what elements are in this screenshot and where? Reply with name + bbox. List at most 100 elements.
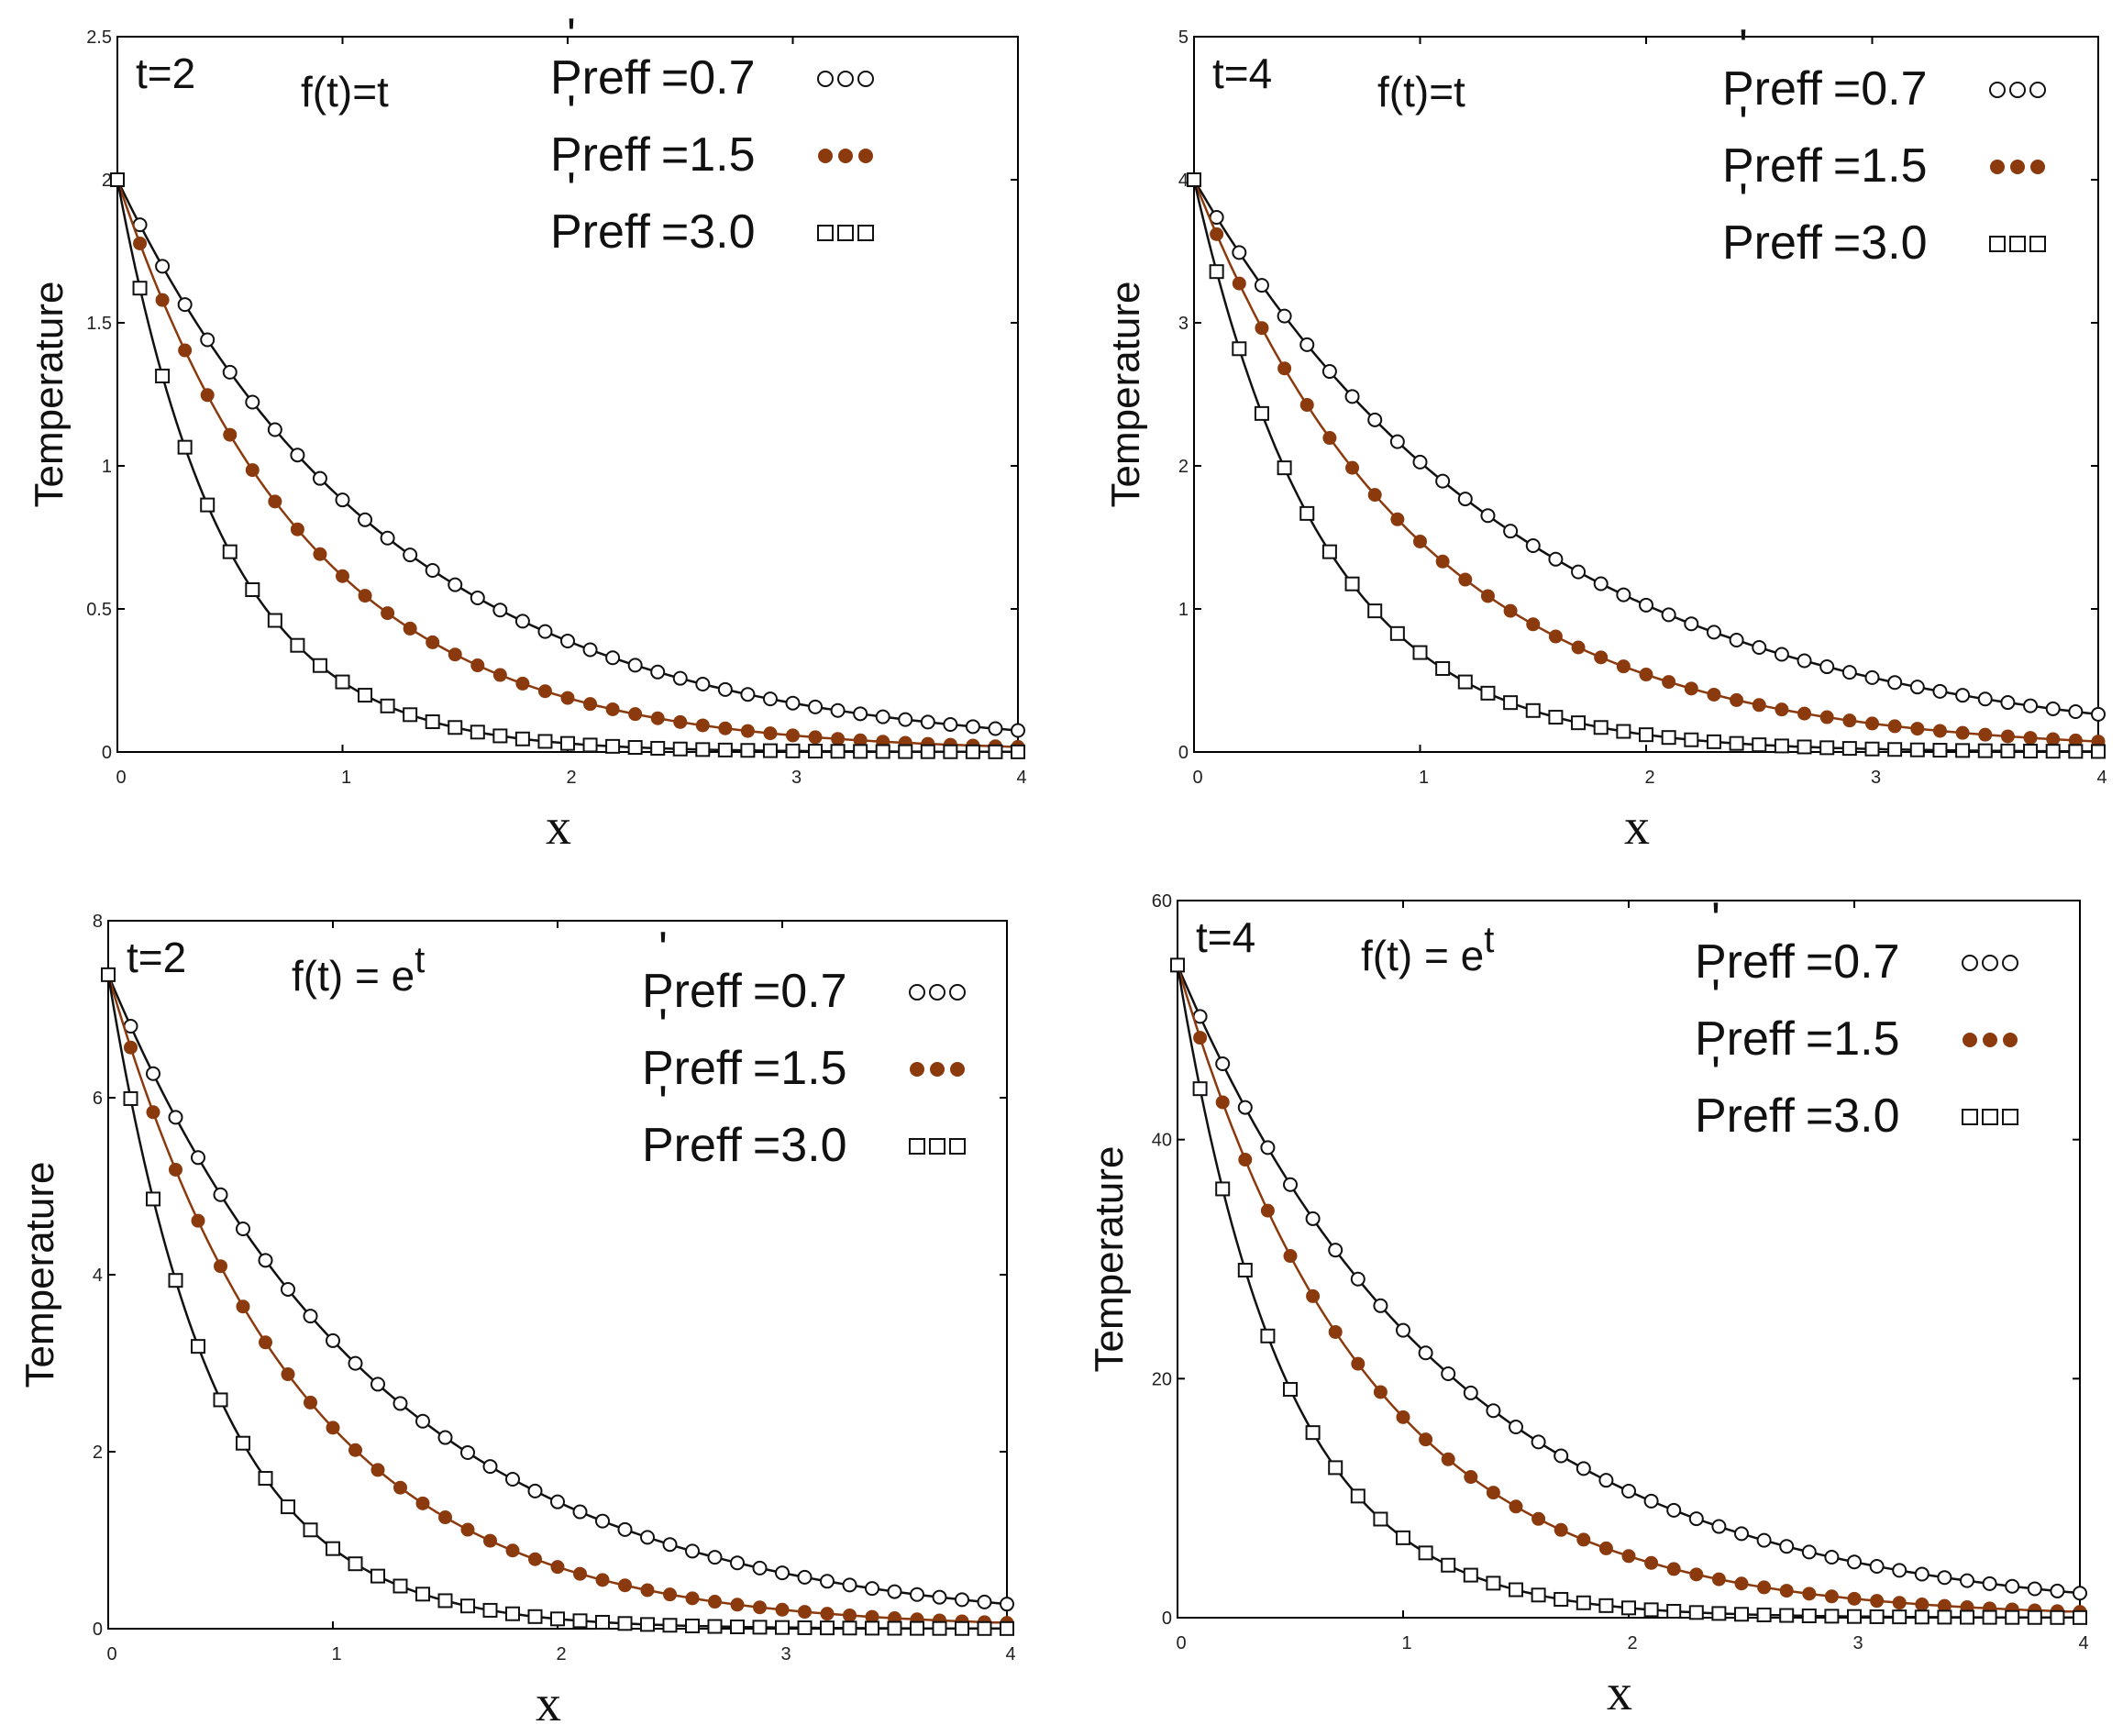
- legend-prefix: Preff: [550, 51, 650, 105]
- data-point-open-circle: [820, 1574, 835, 1589]
- data-point-filled-dot: [1548, 629, 1563, 644]
- data-point-open-square: [1192, 1081, 1208, 1097]
- data-point-open-circle: [1531, 1434, 1546, 1450]
- data-point-open-circle: [865, 1581, 879, 1597]
- x-tick-label: 0: [1176, 1633, 1186, 1653]
- data-point-open-circle: [482, 1459, 498, 1475]
- data-point-open-circle: [505, 1472, 520, 1487]
- data-point-open-circle: [267, 422, 282, 437]
- data-point-filled-dot: [708, 1595, 722, 1609]
- data-point-filled-dot: [1255, 321, 1269, 336]
- function-annotation-sup: t: [415, 940, 425, 980]
- data-point-filled-dot: [1193, 1031, 1208, 1045]
- data-point-filled-dot: [268, 494, 282, 509]
- data-point-open-square: [605, 738, 621, 754]
- data-point-filled-dot: [448, 647, 462, 662]
- data-point-filled-dot: [191, 1213, 205, 1228]
- data-point-open-square: [1000, 1620, 1014, 1636]
- data-point-open-square: [1254, 405, 1269, 421]
- y-tick-label: 1: [1178, 600, 1189, 620]
- data-point-open-square: [955, 1620, 969, 1636]
- legend-value: =3.0: [1833, 216, 1928, 270]
- data-point-open-square: [1932, 743, 1948, 758]
- data-point-open-square: [943, 744, 958, 759]
- data-point-open-square: [550, 1611, 565, 1627]
- data-point-open-square: [2073, 1609, 2087, 1625]
- data-point-filled-dot: [618, 1578, 632, 1593]
- data-point-open-square: [1639, 727, 1653, 743]
- data-point-filled-dot: [1689, 1567, 1704, 1582]
- data-point-filled-dot: [1458, 572, 1473, 587]
- data-point-filled-dot: [1757, 1580, 1772, 1595]
- chart-panel-t2-linear: 0 0.5 1 1.5 2 2.5 0 1 2 3 4 Temperature x t=2 f(t)=t ' P…: [0, 0, 1061, 870]
- data-point-filled-dot: [1797, 706, 1812, 721]
- x-tick-label: 3: [1852, 1633, 1863, 1653]
- data-point-open-square: [932, 1620, 947, 1636]
- data-point-open-square: [2023, 744, 2039, 759]
- data-point-open-circle: [1734, 1526, 1749, 1542]
- data-point-filled-dot: [304, 1395, 317, 1410]
- legend-symbol-open-circle: [1989, 82, 2006, 98]
- data-point-open-square: [1350, 1488, 1366, 1504]
- legend-prime-mark: ': [1711, 1047, 1720, 1100]
- data-point-filled-dot: [1819, 710, 1834, 724]
- data-point-open-square: [335, 674, 350, 690]
- y-tick-label: 0: [1162, 1609, 1172, 1629]
- data-point-open-square: [1554, 1591, 1569, 1607]
- data-point-open-circle: [1435, 473, 1451, 489]
- x-axis-label: x: [536, 1675, 561, 1731]
- data-point-open-square: [200, 497, 216, 513]
- data-point-open-square: [1344, 576, 1360, 592]
- data-point-open-square: [1457, 674, 1473, 690]
- data-point-filled-dot: [550, 1560, 565, 1575]
- legend-prime-mark: ': [658, 1000, 668, 1053]
- x-tick-label: 4: [2096, 768, 2106, 788]
- data-point-filled-dot: [515, 676, 530, 691]
- data-point-open-circle: [943, 716, 958, 732]
- data-point-filled-dot: [1842, 713, 1857, 728]
- data-point-filled-dot: [426, 635, 440, 649]
- data-point-open-square: [2091, 744, 2106, 759]
- data-point-open-square: [258, 1471, 273, 1487]
- data-point-open-square: [1598, 1598, 1614, 1613]
- data-point-filled-dot: [1419, 1432, 1433, 1447]
- data-point-open-square: [560, 735, 575, 751]
- data-point-open-circle: [213, 1187, 228, 1202]
- data-point-open-square: [1232, 341, 1247, 357]
- data-point-open-square: [1729, 735, 1744, 751]
- data-point-open-square: [1864, 741, 1880, 757]
- data-point-open-circle: [1752, 640, 1767, 656]
- data-point-filled-dot: [259, 1335, 272, 1350]
- function-annotation-base: f(t)=t: [1377, 68, 1465, 116]
- data-point-open-square: [775, 1620, 790, 1635]
- data-point-filled-dot: [1299, 398, 1314, 413]
- data-point-filled-dot: [1576, 1532, 1591, 1547]
- data-point-open-circle: [560, 633, 575, 648]
- data-point-filled-dot: [1910, 722, 1925, 736]
- data-point-open-circle: [222, 364, 238, 380]
- x-tick-label: 2: [1627, 1633, 1637, 1653]
- legend-prime-mark: ': [1739, 97, 1748, 150]
- time-annotation: t=2: [127, 934, 186, 981]
- data-point-filled-dot: [460, 1522, 475, 1537]
- data-point-open-square: [1706, 734, 1721, 749]
- data-point-open-circle: [1756, 1532, 1772, 1548]
- data-point-filled-dot: [393, 1480, 407, 1495]
- data-point-open-circle: [1232, 245, 1247, 260]
- data-point-filled-dot: [336, 569, 349, 583]
- x-axis-label: x: [1624, 799, 1650, 856]
- data-point-open-circle: [527, 1483, 543, 1498]
- legend-prime-mark: ': [567, 163, 576, 216]
- data-point-open-circle: [1937, 1570, 1952, 1586]
- legend-value: =3.0: [661, 205, 756, 259]
- legend-label: Preff =0.7: [1695, 935, 1900, 989]
- legend-label: Preff =3.0: [642, 1119, 847, 1172]
- data-point-filled-dot: [1283, 1249, 1298, 1264]
- data-point-open-square: [572, 1613, 588, 1629]
- data-point-filled-dot: [595, 1573, 610, 1587]
- data-point-open-square: [1215, 1181, 1231, 1197]
- data-point-open-circle: [1571, 564, 1587, 580]
- data-point-open-square: [460, 1598, 475, 1614]
- data-point-filled-dot: [1390, 512, 1405, 526]
- data-point-open-square: [662, 1618, 678, 1633]
